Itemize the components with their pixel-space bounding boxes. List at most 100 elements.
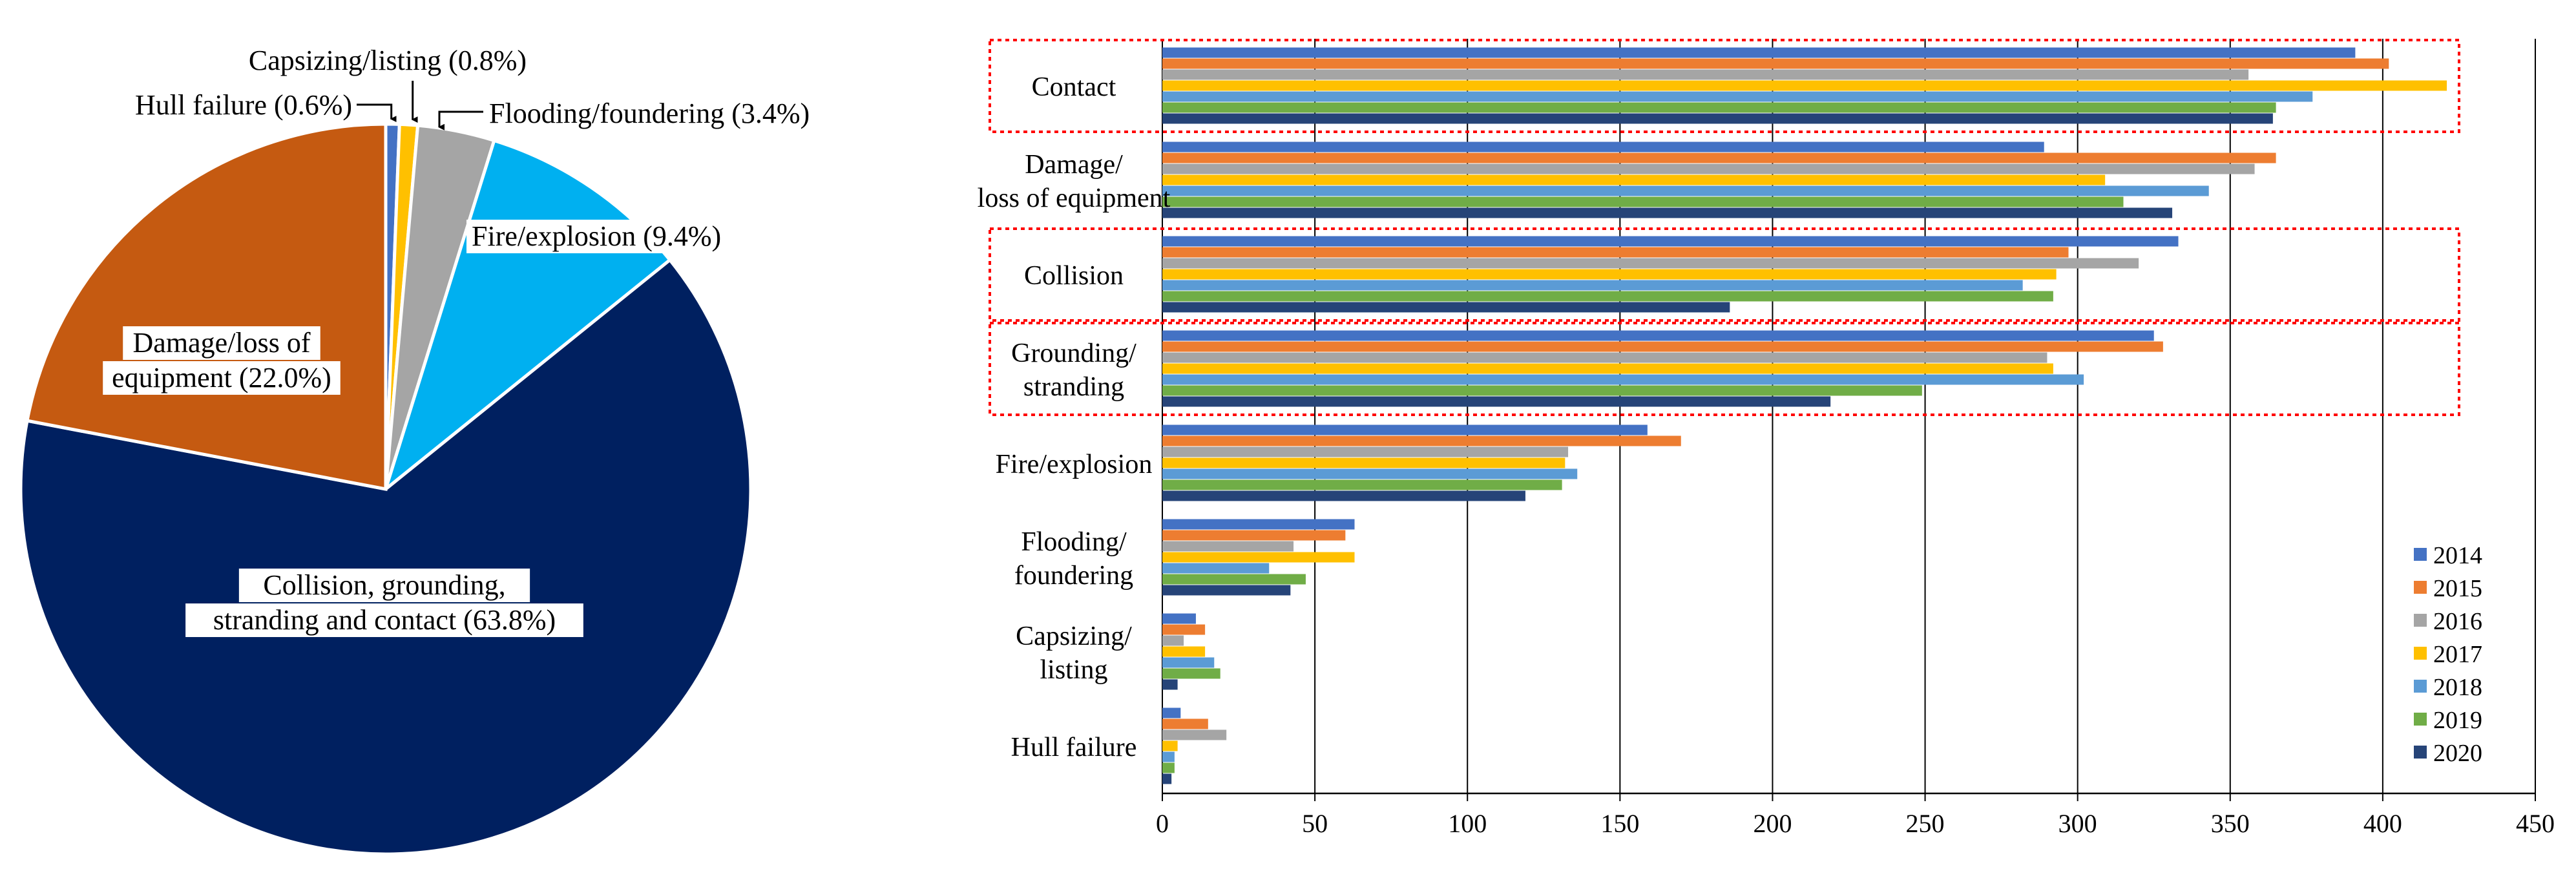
bar-flooding-foundering-2017 [1162,552,1355,563]
pie-label-bg [466,220,758,253]
category-label: Capsizing/ [1016,622,1132,651]
pie-slice-label-1: Capsizing/listing (0.8%) [249,45,527,76]
pie-slice-4 [19,257,753,856]
bar-capsizing-listing-2018 [1162,657,1215,668]
bar-flooding-foundering-2020 [1162,585,1291,596]
pie-label-bg [103,361,340,395]
bar-grounding-stranding-2017 [1162,363,2053,374]
category-label: Contact [1032,72,1116,102]
category-label: listing [1040,655,1107,685]
category-label: foundering [1014,561,1133,591]
category-label: Grounding/ [1011,339,1136,368]
x-tick-label: 100 [1448,809,1487,838]
pie-chart: Fire/explosion (9.4%) Collision, groundin… [19,45,810,856]
pie-slice-label-4: Collision, grounding, [263,569,505,601]
bar-damage-loss-of-equipment-2018 [1162,185,2209,196]
x-tick-label: 200 [1753,809,1792,838]
bar-damage-loss-of-equipment-2020 [1162,207,2173,218]
bar-contact-2017 [1162,80,2447,91]
category-label: Flooding/ [1021,527,1127,557]
category-label: Collision [1024,261,1124,291]
x-tick-label: 250 [1906,809,1945,838]
bar-contact-2015 [1162,58,2389,69]
pie-slice-label-2: Flooding/foundering (3.4%) [489,98,810,129]
legend-swatch-2014 [2414,548,2427,561]
legend-bg [2410,704,2513,737]
pie-slice-5 [25,122,388,492]
bar-damage-loss-of-equipment-2015 [1162,152,2276,163]
bar-capsizing-listing-2020 [1162,679,1178,690]
x-tick-label: 150 [1600,809,1639,838]
bar-contact-2014 [1162,47,2356,58]
bar-damage-loss-of-equipment-2019 [1162,196,2124,207]
highlight-frame [989,227,2460,322]
legend-bg [2410,671,2513,704]
bar-contact-2020 [1162,113,2273,124]
bar-damage-loss-of-equipment-2014 [1162,141,2044,152]
legend-swatch-2019 [2414,713,2427,726]
legend-bg [2410,638,2513,671]
bar-flooding-foundering-2015 [1162,530,1346,541]
category-label: Fire/explosion [996,450,1153,479]
highlight-frame [989,322,2460,416]
bar-grounding-stranding-2015 [1162,341,2163,352]
x-tick-label: 0 [1156,809,1169,838]
legend-swatch-2017 [2414,647,2427,660]
bar-hull-failure-2016 [1162,729,1227,740]
legend-label-2014: 2014 [2433,542,2482,569]
legend-label-2019: 2019 [2433,707,2482,734]
bar-damage-loss-of-equipment-2016 [1162,163,2255,174]
legend-label-2017: 2017 [2433,641,2482,668]
pie-slice-label-0: Hull failure (0.6%) [135,89,352,121]
bar-collision-2020 [1162,302,1730,313]
category-label: Hull failure [1011,733,1137,762]
pie-slice-label-5: equipment (22.0%) [112,362,331,393]
x-tick-label: 450 [2516,809,2555,838]
pie-leader-line [357,103,397,123]
legend-label-2015: 2015 [2433,575,2482,602]
bar-contact-2019 [1162,102,2276,113]
category-label: Damage/ [1025,150,1123,180]
pie-slice-label-5: Damage/loss of [133,327,311,359]
bar-collision-2016 [1162,258,2139,269]
bar-capsizing-listing-2014 [1162,613,1196,624]
category-label: stranding [1023,372,1124,402]
legend-bg [2410,737,2513,770]
bar-contact-2018 [1162,91,2313,102]
bar-collision-2014 [1162,236,2179,247]
bar-flooding-foundering-2019 [1162,574,1306,585]
bar-chart: 0 50 100 150 200 250 300 350 400 450 Contact Damage… [978,39,2555,838]
bar-fire-explosion-2020 [1162,490,1525,501]
x-tick-label: 400 [2363,809,2402,838]
legend-label-2020: 2020 [2433,740,2482,767]
pie-label-bg [185,603,583,637]
bar-capsizing-listing-2015 [1162,624,1206,635]
bar-hull-failure-2015 [1162,718,1208,729]
x-tick-label: 50 [1302,809,1328,838]
bar-fire-explosion-2018 [1162,468,1578,479]
bar-collision-2017 [1162,269,2057,280]
x-tick-label: 300 [2058,809,2097,838]
bar-grounding-stranding-2018 [1162,374,2084,385]
bar-collision-2018 [1162,280,2023,291]
pie-label-bg [238,569,530,602]
bar-capsizing-listing-2016 [1162,635,1184,646]
bar-hull-failure-2019 [1162,762,1175,773]
bar-grounding-stranding-2019 [1162,385,1922,396]
pie-label-bg [123,326,320,360]
bar-fire-explosion-2017 [1162,457,1565,468]
bar-contact-2016 [1162,69,2249,80]
bar-grounding-stranding-2014 [1162,330,2154,341]
bar-capsizing-listing-2017 [1162,646,1206,657]
bar-fire-explosion-2014 [1162,424,1648,435]
legend-bg [2410,539,2513,572]
bar-hull-failure-2014 [1162,707,1181,718]
bar-flooding-foundering-2018 [1162,563,1270,574]
bar-hull-failure-2017 [1162,740,1178,751]
legend-bg [2410,572,2513,605]
pie-slice-label-3: Fire/explosion (9.4%) [472,220,721,252]
legend-bg [2410,605,2513,638]
bar-hull-failure-2018 [1162,751,1175,762]
x-tick-label: 350 [2211,809,2250,838]
